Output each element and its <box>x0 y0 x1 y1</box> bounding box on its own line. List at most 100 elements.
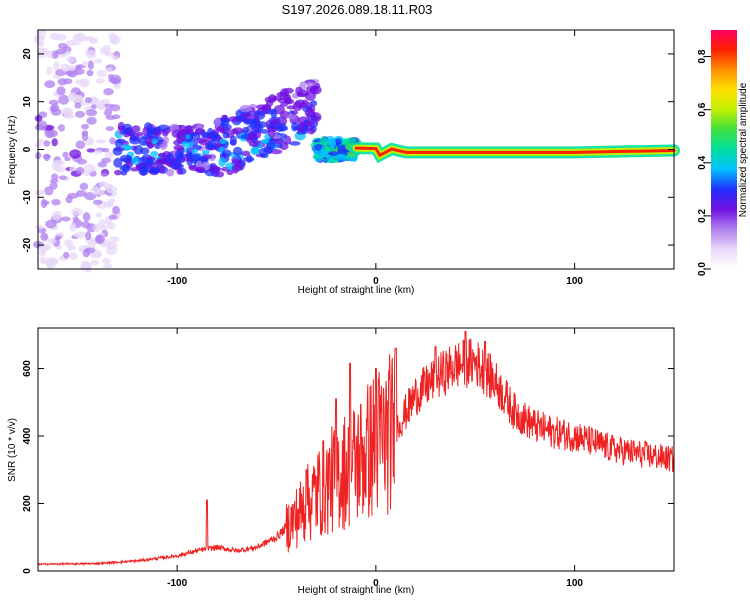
snr-y-ticks: 0 200 400 600 <box>22 360 674 574</box>
spectrogram-blob <box>65 195 73 204</box>
spectrogram-blob <box>246 154 253 164</box>
spectrogram-blob <box>147 127 158 135</box>
spectrogram-blob <box>268 124 276 130</box>
spectrogram-blob <box>69 149 82 159</box>
spectrogram-blob <box>310 112 322 123</box>
spectrogram-blobs <box>32 29 362 273</box>
spectrogram-blob <box>51 173 59 181</box>
spectrogram-y-label: Frequency (Hz) <box>7 116 18 185</box>
spectrogram-blob <box>74 231 86 239</box>
spectrogram-blob <box>104 107 113 118</box>
spectrogram-blob <box>241 150 251 157</box>
spectrogram-blob <box>156 159 165 165</box>
spectrogram-blob <box>270 149 283 155</box>
spectrogram-blob <box>141 135 151 140</box>
spectrogram-blob <box>229 135 237 146</box>
spectrogram-blob <box>242 126 250 134</box>
spectrogram-blob <box>297 89 310 97</box>
spectrogram-blob <box>84 263 92 273</box>
spectrogram-y-tick-label: -10 <box>22 190 33 205</box>
spectrogram-y-tick-label: 20 <box>22 48 33 60</box>
spectrogram-blob <box>198 139 210 146</box>
spectrogram-blob <box>122 123 133 132</box>
spectrogram-blob <box>95 212 103 218</box>
spectrogram-blob <box>270 118 278 125</box>
spectrogram-blob <box>44 128 55 139</box>
spectrogram-blob <box>87 60 94 70</box>
spectrogram-blob <box>82 248 91 258</box>
spectrogram-blob <box>86 49 96 60</box>
spectrogram-blob <box>86 116 97 125</box>
spectrogram-blob <box>195 166 206 173</box>
spectrogram-blob <box>214 117 221 127</box>
spectrogram-blob <box>319 136 328 146</box>
colorbar-tick-label: 0.0 <box>697 262 708 276</box>
spectrogram-blob <box>93 223 100 233</box>
spectrogram-blob <box>36 47 45 53</box>
spectrogram-blob <box>45 219 57 229</box>
spectrogram-y-ticks: -20 -10 0 10 20 <box>22 48 674 252</box>
spectrogram-blob <box>86 69 94 77</box>
spectrogram-blob <box>173 140 181 146</box>
spectrogram-blob <box>55 34 67 41</box>
spectrogram-blob <box>113 157 123 168</box>
spectrogram-blob <box>279 142 289 151</box>
snr-panel: -100 0 100 0 200 400 600 Height of straight l… <box>7 327 675 596</box>
snr-x-tick-label: -100 <box>167 578 187 589</box>
spectrogram-x-label: Height of straight line (km) <box>298 285 415 296</box>
spectrogram-blob <box>39 249 46 257</box>
spectrogram-blob <box>52 50 59 60</box>
spectrogram-blob <box>176 131 187 141</box>
spectrogram-blob <box>104 151 114 160</box>
spectrogram-blob <box>103 44 111 54</box>
spectrogram-blob <box>111 55 119 60</box>
spectrogram-blob <box>75 140 86 150</box>
snr-y-tick-label: 200 <box>22 495 33 512</box>
spectrogram-blob <box>58 94 70 105</box>
spectrogram-blob <box>325 153 332 161</box>
spectrogram-blob <box>258 147 269 157</box>
spectrogram-blob <box>87 240 98 248</box>
spectrogram-blob <box>84 97 93 104</box>
spectrogram-blob <box>96 103 106 109</box>
spectrogram-blob <box>34 34 46 41</box>
spectrogram-blob <box>114 169 122 176</box>
spectrogram-blob <box>252 147 260 154</box>
spectrogram-blob <box>58 42 68 50</box>
spectrogram-blob <box>112 205 120 215</box>
spectrogram-blob <box>86 148 96 153</box>
spectrogram-blob <box>201 149 210 156</box>
spectrogram-blob <box>81 123 89 130</box>
spectrogram-blob <box>121 163 131 173</box>
snr-x-tick-label: 0 <box>373 578 379 589</box>
spectrogram-blob <box>58 175 68 180</box>
spectrogram-blob <box>131 157 140 166</box>
spectrogram-blob <box>146 157 154 167</box>
spectrogram-x-tick-label: 0 <box>373 276 379 287</box>
spectrogram-blob <box>284 96 292 105</box>
colorbar: 0.0 0.2 0.4 0.6 0.8 Normalized spectral ampl… <box>697 30 749 276</box>
spectrogram-blob <box>43 140 51 147</box>
spectrogram-blob <box>64 156 71 162</box>
spectrogram-blob <box>272 95 283 101</box>
spectrogram-blob <box>36 29 47 35</box>
spectrogram-blob <box>64 113 75 120</box>
spectrogram-blob <box>81 221 91 229</box>
spectrogram-blob <box>108 198 116 203</box>
spectrogram-blob <box>74 103 82 109</box>
spectrogram-blob <box>157 124 170 132</box>
spectrogram-blob <box>37 138 44 144</box>
spectrogram-blob <box>67 244 76 251</box>
spectrogram-blob <box>301 124 309 135</box>
spectrogram-blob <box>65 56 77 63</box>
spectrogram-blob <box>107 73 114 80</box>
spectrogram-blob <box>191 148 199 154</box>
spectrogram-blob <box>96 69 107 78</box>
spectrogram-blob <box>246 135 253 144</box>
spectrogram-blob <box>90 104 98 110</box>
spectrogram-blob <box>267 128 276 138</box>
spectrogram-blob <box>95 139 107 144</box>
spectrogram-blob <box>63 78 73 85</box>
spectrogram-blob <box>226 169 234 176</box>
